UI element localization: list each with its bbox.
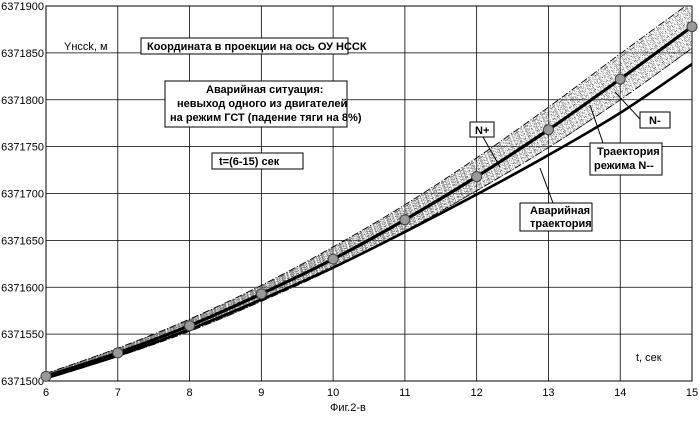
y-axis-ticks: 6371500 6371550 6371600 6371650 6371700 63717… [1, 1, 44, 388]
series-n-plus-line [46, 1, 692, 373]
dispersion-curve [46, 14, 692, 375]
y-tick-label: 6371800 [1, 95, 44, 107]
data-point-marker [256, 289, 266, 299]
y-tick-label: 6371750 [1, 142, 44, 154]
y-tick-label: 6371550 [1, 329, 44, 341]
y-tick-label: 6371650 [1, 235, 44, 247]
series-emergency-line [46, 64, 692, 378]
data-point-marker [328, 254, 338, 264]
series-group [46, 1, 692, 379]
dispersion-curve [46, 10, 692, 374]
dispersion-curve [46, 18, 692, 376]
x-tick-label: 10 [327, 387, 339, 399]
y-axis-label: Yнcck, м [64, 41, 108, 53]
time-range-text: t=(6-15) сек [219, 156, 280, 168]
dispersion-curve [46, 36, 692, 378]
x-axis-ticks: 6 7 8 9 10 11 12 13 14 15 [43, 387, 698, 399]
dispersion-curve [46, 43, 692, 379]
x-tick-label: 9 [258, 387, 264, 399]
figure-caption: Фиг.2-в [330, 402, 366, 414]
nominal-line-1: Траектория [597, 146, 660, 158]
data-point-marker [185, 321, 195, 331]
x-tick-label: 14 [614, 387, 626, 399]
grid [46, 6, 692, 381]
dispersion-curve [46, 30, 692, 377]
marker-group [41, 22, 697, 382]
x-tick-label: 13 [542, 387, 554, 399]
y-tick-label: 6371900 [1, 1, 44, 13]
data-point-marker [41, 371, 51, 381]
emergency-traj-pointer [540, 168, 553, 203]
x-tick-label: 6 [43, 387, 49, 399]
title-text: Координата в проекции на ось ОУ НССК [147, 41, 367, 53]
data-point-marker [543, 125, 553, 135]
n-plus-label: N+ [475, 125, 489, 137]
emergency-traj-line-2: траектория [530, 218, 592, 230]
x-tick-label: 7 [115, 387, 121, 399]
emergency-line-2: невыход одного из двигателей [177, 98, 347, 110]
nominal-line-2: режима N-- [594, 160, 654, 172]
x-tick-label: 15 [686, 387, 698, 399]
dispersion-curve [46, 32, 692, 377]
dispersion-curve [46, 28, 692, 376]
dispersion-curve [46, 45, 692, 379]
data-point-marker [615, 74, 625, 84]
emergency-traj-line-1: Аварийная [530, 205, 590, 217]
dispersion-curve [46, 1, 692, 373]
n-minus-label: N- [649, 115, 661, 127]
x-tick-label: 11 [399, 387, 410, 399]
emergency-line-3: на режим ГСТ (падение тяги на 8%) [170, 112, 362, 124]
dispersion-curve [46, 7, 692, 374]
y-tick-label: 6371850 [1, 48, 44, 60]
data-point-marker [113, 348, 123, 358]
dispersion-curve [46, 21, 692, 376]
dispersion-curve [46, 5, 692, 374]
x-tick-label: 12 [471, 387, 483, 399]
y-tick-label: 6371500 [1, 376, 44, 388]
x-axis-label: t, сек [636, 352, 662, 364]
dispersion-curve [46, 3, 692, 374]
dispersion-curve [46, 9, 692, 375]
emergency-line-1: Аварийная ситуация: [206, 84, 323, 96]
data-point-marker [687, 22, 697, 32]
data-point-marker [400, 215, 410, 225]
x-tick-label: 8 [186, 387, 192, 399]
y-tick-label: 6371700 [1, 189, 44, 201]
dispersion-curve [46, 34, 692, 378]
dispersion-curve [46, 37, 692, 377]
y-tick-label: 6371600 [1, 282, 44, 294]
dispersion-curve [46, 16, 692, 375]
data-point-marker [472, 172, 482, 182]
